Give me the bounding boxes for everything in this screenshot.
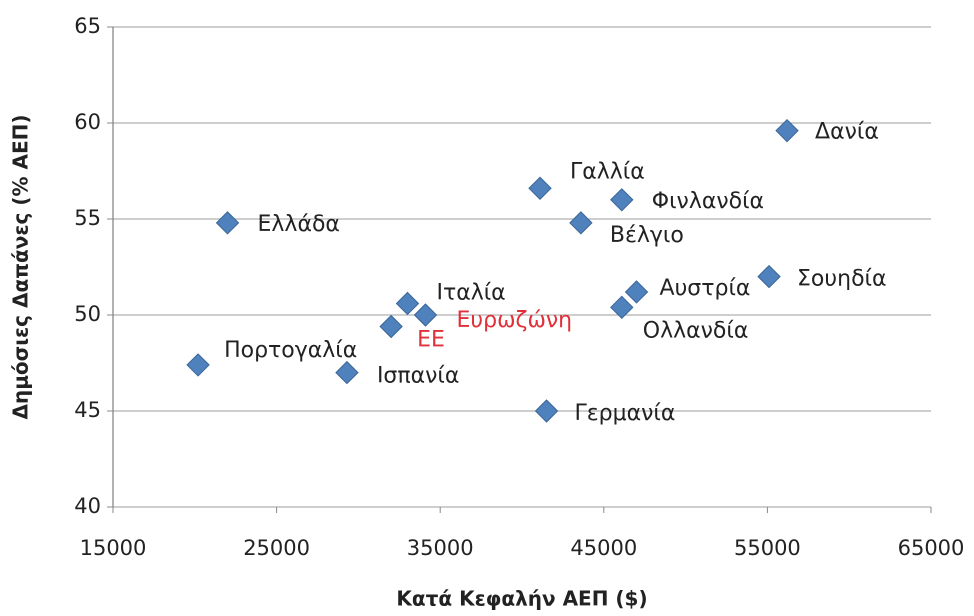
y-tick-label: 45 [74, 398, 101, 422]
marker [395, 291, 420, 316]
point-label: Ισπανία [377, 364, 459, 389]
x-tick-label: 45000 [570, 536, 637, 560]
point-label: Αυστρία [660, 276, 751, 301]
point-label: Ελλάδα [258, 212, 340, 237]
x-axis-title: Κατά Κεφαλήν ΑΕΠ ($) [396, 587, 647, 611]
marker [757, 264, 781, 289]
point-label: Σουηδία [797, 267, 886, 292]
marker [775, 118, 799, 143]
point-label: Φινλανδία [652, 189, 764, 214]
point-label: Πορτογαλία [224, 338, 357, 363]
marker [528, 176, 552, 200]
y-axis-title: Δημόσιες Δαπάνες (% ΑΕΠ) [9, 114, 33, 419]
marker [335, 360, 359, 385]
point-label: Γερμανία [575, 401, 676, 426]
x-tick-label: 65000 [898, 536, 965, 560]
point-label: Δανία [815, 120, 879, 145]
point-label: ΕΕ [417, 328, 445, 353]
y-tick-label: 65 [74, 14, 101, 38]
marker [534, 399, 559, 423]
marker [610, 295, 634, 320]
x-tick-label: 25000 [243, 536, 310, 560]
marker [186, 353, 210, 377]
x-tick-label: 35000 [407, 536, 474, 560]
marker [610, 188, 634, 212]
point-label: Ευρωζώνη [456, 308, 572, 333]
marker [215, 211, 240, 235]
marker [624, 280, 649, 304]
x-tick-label: 55000 [734, 536, 801, 560]
marker [413, 303, 438, 327]
point-label: Βέλγιο [610, 223, 684, 248]
marker [569, 211, 593, 235]
y-tick-label: 50 [74, 302, 101, 326]
y-tick-label: 60 [74, 110, 101, 134]
point-label: Γαλλία [570, 159, 645, 184]
point-label: Ολλανδία [643, 318, 749, 343]
y-tick-label: 55 [74, 206, 101, 230]
y-tick-label: 40 [74, 494, 101, 518]
point-label: Ιταλία [436, 280, 505, 305]
marker [379, 314, 403, 339]
x-tick-label: 15000 [80, 536, 147, 560]
